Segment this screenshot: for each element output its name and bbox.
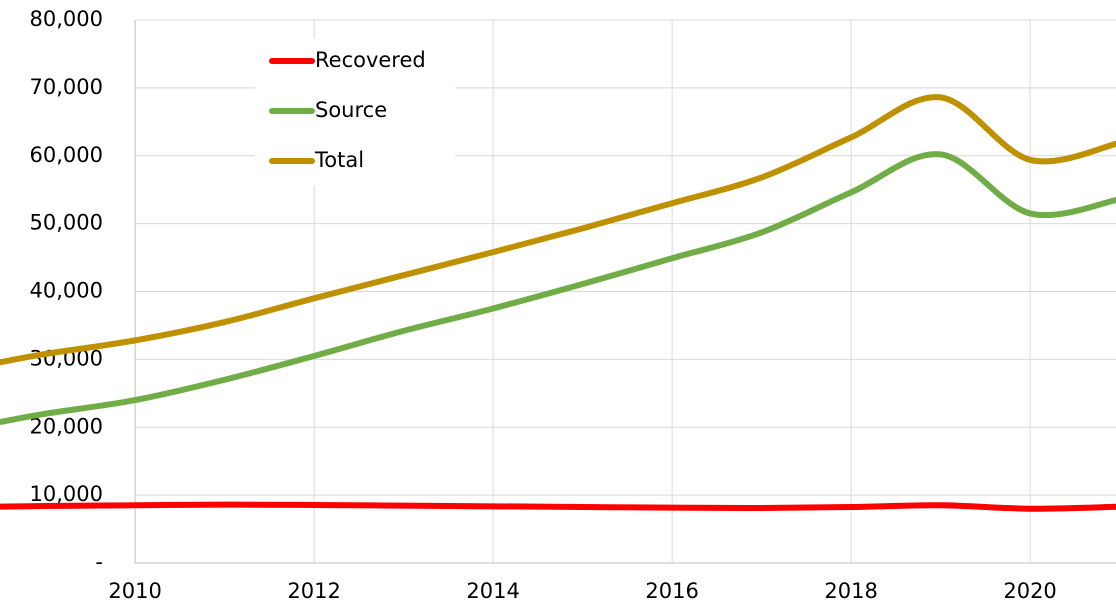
- legend-label: Recovered: [315, 48, 426, 72]
- line-series: [0, 501, 1116, 512]
- x-tick-label: 2020: [1003, 579, 1056, 603]
- legend-label: Source: [315, 98, 387, 122]
- y-tick-label: 20,000: [30, 414, 103, 438]
- y-tick-label: -: [95, 550, 103, 574]
- y-tick-label: 10,000: [30, 482, 103, 506]
- y-tick-label: 70,000: [30, 75, 103, 99]
- y-tick-label: 50,000: [30, 211, 103, 235]
- legend-label: Total: [314, 148, 364, 172]
- line-series: [0, 94, 1116, 366]
- y-tick-label: 40,000: [30, 279, 103, 303]
- line-series: [0, 151, 1116, 425]
- x-tick-label: 2018: [824, 579, 877, 603]
- x-tick-label: 2012: [287, 579, 340, 603]
- x-tick-label: 2016: [645, 579, 698, 603]
- y-tick-label: 80,000: [30, 7, 103, 31]
- y-tick-label: 60,000: [30, 143, 103, 167]
- x-tick-label: 2014: [466, 579, 519, 603]
- legend: Recovered Source Total: [255, 38, 455, 186]
- x-tick-label: 2010: [108, 579, 161, 603]
